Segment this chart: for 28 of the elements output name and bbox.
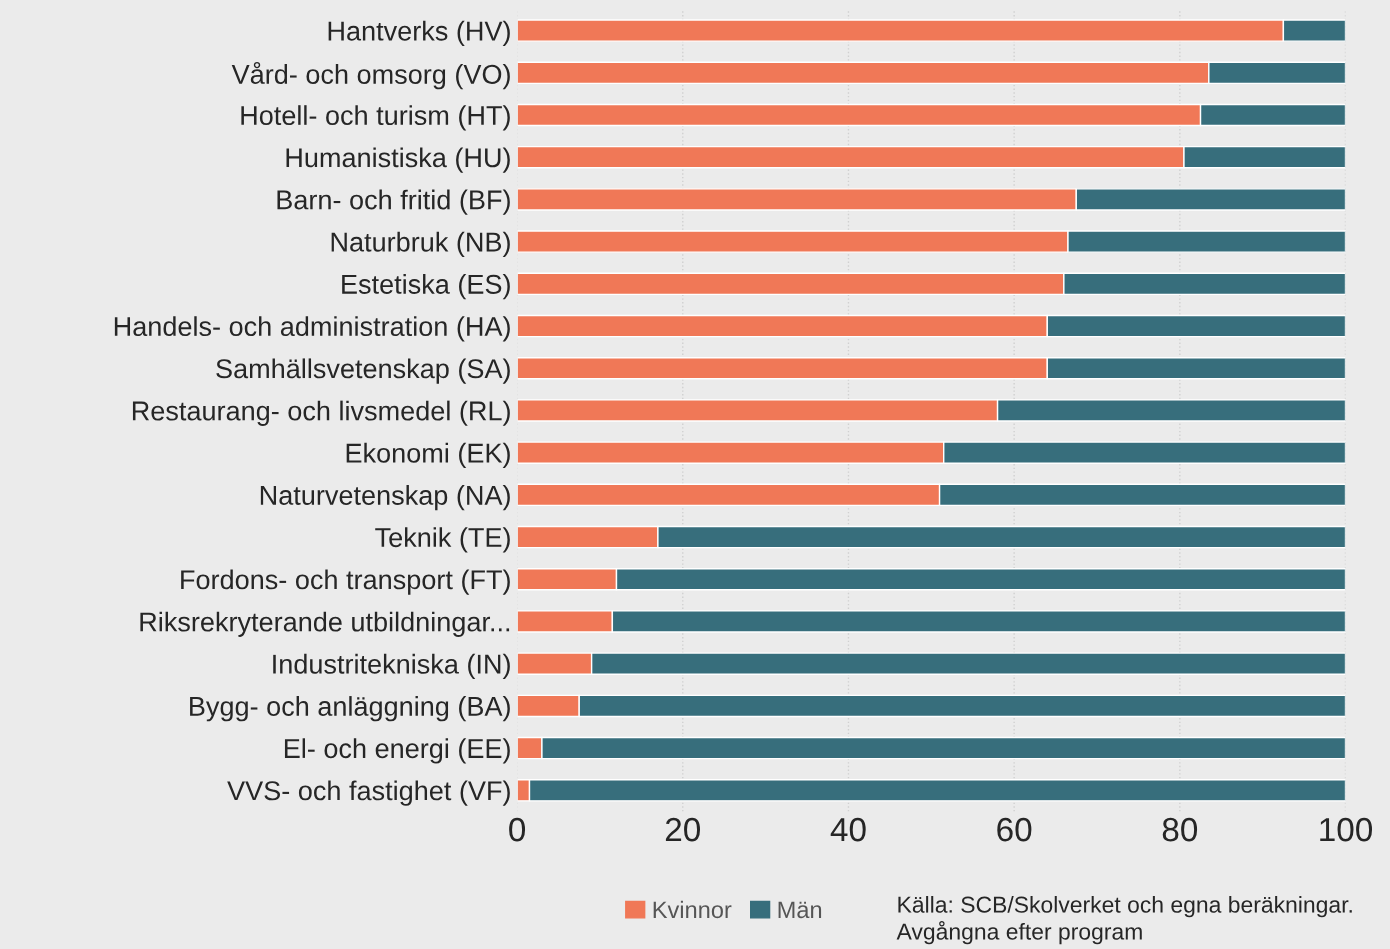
y-tick-label: Estetiska (ES) (342, 274, 510, 300)
y-tick-label: Riksrekryterande utbildningar... (140, 611, 510, 637)
x-tick-label: 100 (1320, 817, 1373, 842)
y-tick-label: Teknik (TE) (375, 527, 510, 553)
y-tick-label: Hotell- och turism (HT) (241, 105, 510, 131)
y-tick-label: Industritekniska (IN) (273, 653, 510, 680)
y-tick-label: Vård- och omsorg (VO) (231, 61, 510, 90)
y-tick-label: Fordons- och transport (FT) (181, 569, 510, 595)
y-tick-label: El- och energi (EE) (284, 738, 510, 764)
y-tick-label: Bygg- och anläggning (BA) (190, 696, 510, 722)
x-tick-label: 40 (830, 817, 866, 842)
x-tick-label: 20 (665, 817, 700, 842)
y-tick-label: Hantverks (HV) (328, 20, 510, 47)
y-tick-label: Naturbruk (NB) (331, 231, 510, 258)
x-tick-label: 80 (1162, 817, 1198, 842)
y-tick-label: Samhällsvetenskap (SA) (216, 358, 510, 384)
x-tick-label: 60 (997, 817, 1032, 842)
y-tick-label: Ekonomi (EK) (346, 442, 510, 469)
y-tick-label: VVS- och fastighet (VF) (227, 780, 510, 806)
y-tick-label: Naturvetenskap (NA) (260, 485, 510, 511)
y-tick-label: Humanistiska (HU) (286, 147, 510, 173)
text: Källa: SCB/Skolverket och egna beräkningar. Avgångna efter program (896, 895, 1352, 945)
legend-label: Kvinnor (653, 900, 732, 919)
y-tick-label: Handels- och administration (HA) (114, 316, 510, 342)
y-tick-label: Restaurang- och livsmedel (RL) (132, 400, 510, 426)
x-tick-label: 0 (509, 817, 526, 842)
legend-label: Män (778, 901, 822, 919)
y-tick-label: Barn- och fritid (BF) (277, 189, 510, 215)
